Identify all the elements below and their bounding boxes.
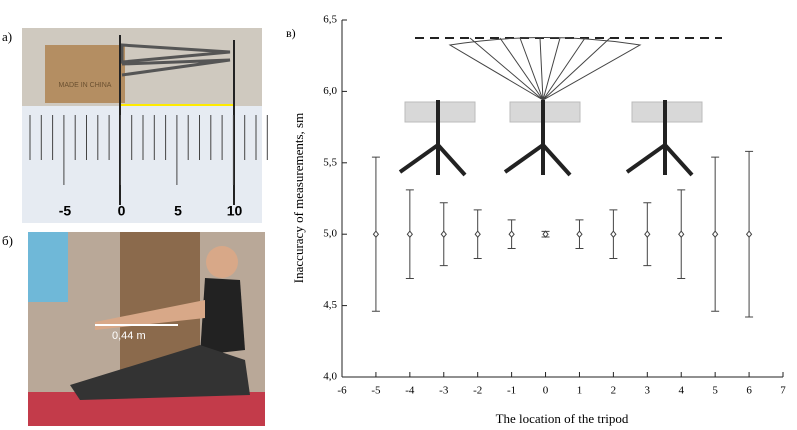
ruler-label: 5 (174, 203, 182, 219)
y-tick-label: 4,5 (323, 299, 337, 311)
point (713, 231, 718, 237)
panel-label: б) (2, 233, 13, 248)
ruler-label: 10 (227, 203, 243, 219)
tripod-illustration (400, 38, 722, 176)
x-tick-label: -5 (371, 385, 381, 397)
box (45, 45, 125, 103)
y-tick-label: 6,0 (323, 85, 337, 97)
box-text: MADE IN CHINA (59, 82, 112, 89)
x-axis-label: The location of the tripod (496, 411, 629, 426)
x-tick-label: 3 (645, 385, 651, 397)
point (679, 231, 684, 237)
annotation: 0,44 m (112, 330, 146, 342)
ruler-photo: MADE IN CHINA -5 0 5 10 (22, 28, 267, 223)
point (475, 231, 480, 237)
figure: MADE IN CHINA -50510 а) 0,44 m б) в) Ina… (0, 0, 797, 430)
y-tick-label: 5,5 (323, 156, 337, 168)
y-tick-label: 4,0 (323, 371, 337, 383)
torso (200, 278, 245, 355)
x-tick-label: -2 (473, 385, 482, 397)
x-tick-label: 0 (543, 385, 549, 397)
x-tick-label: -6 (337, 385, 347, 397)
y-axis-label: Inaccuracy of measurements, sm (291, 113, 306, 283)
x-tick-label: -3 (439, 385, 449, 397)
person-photo: 0,44 m (28, 232, 265, 426)
panel-label: в) (286, 26, 296, 40)
y-tick-label: 5,0 (323, 228, 337, 240)
x-tick-label: 7 (780, 385, 786, 397)
x-tick-label: 5 (712, 385, 718, 397)
x-tick-label: 4 (678, 385, 684, 397)
ruler-label: -5 (59, 203, 72, 219)
x-tick-label: 6 (746, 385, 752, 397)
head (206, 246, 238, 278)
point (611, 231, 616, 237)
view-cone (450, 38, 640, 101)
point (577, 231, 582, 237)
point (645, 231, 650, 237)
x-tick-label: 1 (577, 385, 583, 397)
x-tick-label: 2 (611, 385, 617, 397)
ruler-label: 0 (118, 203, 126, 219)
point (747, 231, 752, 237)
point (441, 231, 446, 237)
point (509, 231, 514, 237)
poster (28, 232, 68, 302)
x-tick-label: -4 (405, 385, 415, 397)
point (373, 231, 378, 237)
point (543, 231, 548, 237)
panel-label: а) (2, 29, 12, 44)
x-tick-label: -1 (507, 385, 516, 397)
y-tick-label: 6,5 (323, 14, 337, 26)
point (407, 231, 412, 237)
